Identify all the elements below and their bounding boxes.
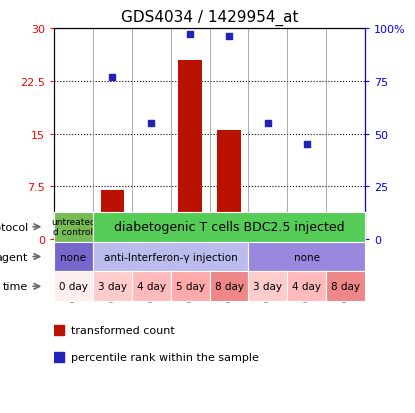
Title: GDS4034 / 1429954_at: GDS4034 / 1429954_at	[121, 10, 298, 26]
Text: time: time	[3, 282, 28, 292]
Point	[148, 121, 154, 127]
Text: none: none	[294, 252, 320, 262]
Text: none: none	[61, 252, 86, 262]
Text: protocol: protocol	[0, 222, 28, 232]
Text: transformed count: transformed count	[71, 325, 175, 335]
Text: 8 day: 8 day	[331, 282, 360, 292]
Text: untreated
d control: untreated d control	[51, 218, 96, 237]
Point	[226, 34, 232, 40]
Text: 4 day: 4 day	[137, 282, 166, 292]
Point	[342, 234, 349, 241]
Text: diabetogenic T cells BDC2.5 injected: diabetogenic T cells BDC2.5 injected	[114, 221, 344, 234]
Point	[303, 141, 310, 148]
Text: 8 day: 8 day	[215, 282, 244, 292]
Point	[109, 74, 116, 81]
Text: 3 day: 3 day	[98, 282, 127, 292]
Point	[187, 32, 193, 38]
Bar	[178, 61, 202, 240]
Bar	[139, 215, 163, 240]
Text: 4 day: 4 day	[292, 282, 321, 292]
Point	[70, 235, 77, 242]
Text: 5 day: 5 day	[176, 282, 205, 292]
Bar	[334, 237, 357, 240]
Bar	[256, 218, 280, 240]
Bar	[62, 237, 85, 240]
Bar	[101, 190, 124, 240]
Text: 3 day: 3 day	[254, 282, 283, 292]
Point	[265, 121, 271, 127]
Text: 0 day: 0 day	[59, 282, 88, 292]
Bar	[217, 131, 241, 240]
Text: percentile rank within the sample: percentile rank within the sample	[71, 352, 259, 362]
Text: agent: agent	[0, 252, 28, 262]
Text: anti-Interferon-γ injection: anti-Interferon-γ injection	[104, 252, 237, 262]
Bar	[295, 222, 319, 240]
